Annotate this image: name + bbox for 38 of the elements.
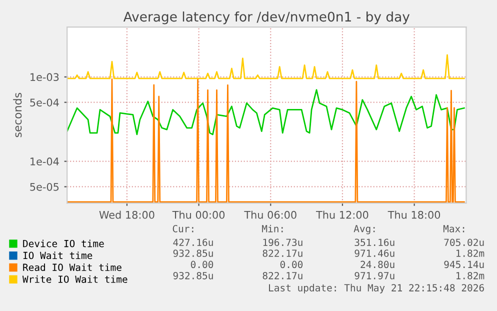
chart-title: Average latency for /dev/nvme0n1 - by day (123, 11, 410, 24)
text: 0.00 (280, 260, 303, 268)
y-tick-label: 5e-04 (30, 98, 59, 106)
x-tick-label: Thu 18:00 (388, 210, 440, 219)
y-axis-title: seconds (13, 92, 22, 138)
text: 971.46u (354, 250, 394, 257)
legend-label: Device IO time (23, 240, 104, 248)
text: 945.14u (444, 260, 484, 268)
text: 971.97u (354, 272, 394, 280)
y-tick-label: 5e-05 (30, 182, 59, 191)
text: 24.80u (360, 260, 394, 268)
text: Cur: (172, 225, 194, 232)
y-tick-label: 1e-03 (30, 73, 59, 82)
text: Max: (443, 225, 464, 232)
text: 932.85u (173, 272, 213, 280)
line-series (67, 54, 465, 80)
legend-label: Write IO Wait time (22, 275, 128, 283)
text: 196.73u (263, 238, 302, 246)
x-tick-label: Wed 18:00 (99, 210, 154, 219)
text: 822.17u (262, 272, 302, 280)
text: Last update: Thu May 21 22:15:48 2026 (269, 284, 484, 294)
text: Min: (262, 224, 283, 232)
text: 427.16u (173, 238, 213, 246)
text: 1.82m (456, 272, 484, 280)
legend-label: Read IO Wait time (23, 264, 122, 272)
x-tick-label: Thu 12:00 (316, 210, 368, 219)
text: 705.02u (444, 238, 484, 246)
text: Avg: (354, 225, 375, 234)
line-series (67, 89, 465, 136)
text: 822.17u (262, 250, 302, 257)
legend-label: IO Wait time (23, 252, 92, 260)
x-tick-label: Thu 00:00 (172, 210, 225, 219)
text: 932.85u (173, 250, 213, 257)
text: 0.00 (190, 260, 214, 268)
x-tick-label: Thu 06:00 (244, 210, 296, 219)
text: 351.16u (354, 238, 394, 246)
y-tick-label: 1e-04 (30, 158, 59, 166)
text: 1.82m (456, 250, 484, 257)
